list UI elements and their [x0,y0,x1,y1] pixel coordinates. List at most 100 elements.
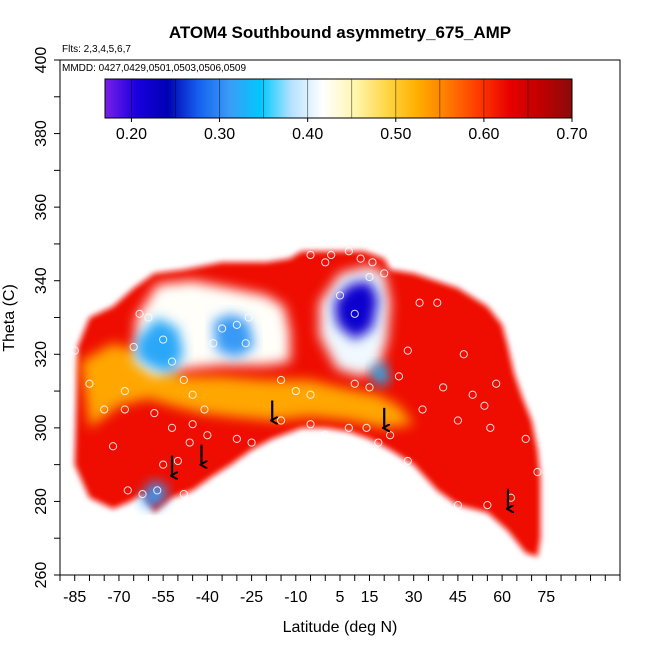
observation-point [153,486,162,495]
x-tick-label: 75 [537,589,555,606]
colorbar-tick-label: 0.40 [292,126,323,143]
x-tick-label: 45 [449,589,467,606]
observation-point [306,390,315,399]
field-region-blue-patch-center-low [369,361,391,388]
y-axis-label: Theta (C) [1,284,18,352]
x-tick-label: -85 [63,589,86,606]
colorbar-gradient [105,79,572,118]
observation-point [533,467,542,477]
observation-point [362,423,371,432]
observation-point [262,320,271,329]
y-tick-label: 260 [33,562,50,589]
observation-point [188,420,197,429]
observation-point [100,405,109,414]
observation-point [209,339,218,348]
observation-point [350,379,359,388]
x-tick-label: -55 [152,589,175,606]
observation-point [486,423,495,432]
observation-point [203,431,212,440]
observation-points [70,247,542,510]
observation-point [241,339,250,348]
colorbar-ticks: 0.20 0.30 0.40 0.50 0.60 0.70 [116,118,588,143]
observation-point [374,438,383,447]
observation-point [453,416,462,425]
observation-point [276,375,286,385]
observation-point [135,309,144,318]
x-axis-label: Latitude (deg N) [283,619,398,636]
observation-point [200,405,209,414]
observation-point [403,456,412,466]
observation-point [85,379,94,388]
y-tick-label: 320 [33,341,50,368]
observation-point [344,423,353,432]
observation-point [138,489,147,499]
observation-point [173,456,182,466]
x-tick-label: -40 [196,589,219,606]
observation-point [418,405,427,414]
dates-subtitle: MMDD: 0427,0429,0501,0503,0506,0509 [62,63,246,74]
observation-point [344,247,353,256]
observation-point [433,298,442,307]
x-tick-label: 30 [405,589,423,606]
observation-point [120,405,129,414]
colorbar-tick-label: 0.60 [468,126,499,143]
observation-point [483,501,492,510]
observation-point [232,320,241,329]
y-tick-label: 300 [33,414,50,441]
observation-point [350,309,359,318]
observation-point [335,291,345,300]
observation-point [468,390,477,399]
observation-point [108,442,118,451]
colorbar-tick-label: 0.70 [556,126,587,143]
x-tick-label: -70 [107,589,130,606]
colorbar-segment-lines [131,79,529,118]
observation-point [129,342,138,352]
observation-point [167,423,177,432]
observation-point [159,335,168,344]
observation-point [247,438,256,447]
observation-point [159,460,168,469]
x-tick-label: 60 [493,589,511,606]
colorbar: 0.20 0.30 0.40 0.50 0.60 0.70 [104,78,588,143]
observation-point [291,386,300,396]
y-tick-label: 400 [33,47,50,74]
x-tick-label: 15 [361,589,379,606]
y-tick-label: 360 [33,194,50,221]
observation-point [521,434,530,443]
observation-point [492,379,501,388]
y-tick-label: 380 [33,120,50,147]
field-region-blue-patch-south-west [136,317,184,373]
observation-point [70,346,79,355]
observation-point [439,383,448,392]
observation-point [144,313,153,322]
observation-point [380,269,389,278]
observation-point [365,383,374,392]
y-axis: 260 280 300 320 340 360 380 400 [33,47,60,589]
x-axis: -85 -70 -55 -40 -25 -10 5 15 30 45 60 75 [59,575,621,606]
x-tick-label: 5 [336,589,345,606]
observation-point [321,258,330,267]
colorbar-tick-label: 0.20 [116,126,147,143]
observation-point [123,486,132,495]
observation-point [327,250,336,260]
colorbar-tick-label: 0.30 [204,126,235,143]
observation-point [150,409,159,418]
heatmap-field [74,251,541,557]
observation-point [459,350,468,359]
y-tick-label: 340 [33,267,50,294]
observation-point [415,298,424,307]
observation-point [403,346,412,355]
y-tick-label: 280 [33,488,50,515]
observation-point [306,420,315,429]
observation-point [453,501,462,510]
colorbar-frame [104,78,573,119]
observation-point [306,250,315,260]
observation-point [365,272,374,282]
observation-point [244,313,253,322]
observation-point [480,401,489,410]
observation-point [167,357,177,366]
chart-title: ATOM4 Southbound asymmetry_675_AMP [169,23,511,42]
observation-point [368,258,377,267]
observation-point [356,254,365,263]
